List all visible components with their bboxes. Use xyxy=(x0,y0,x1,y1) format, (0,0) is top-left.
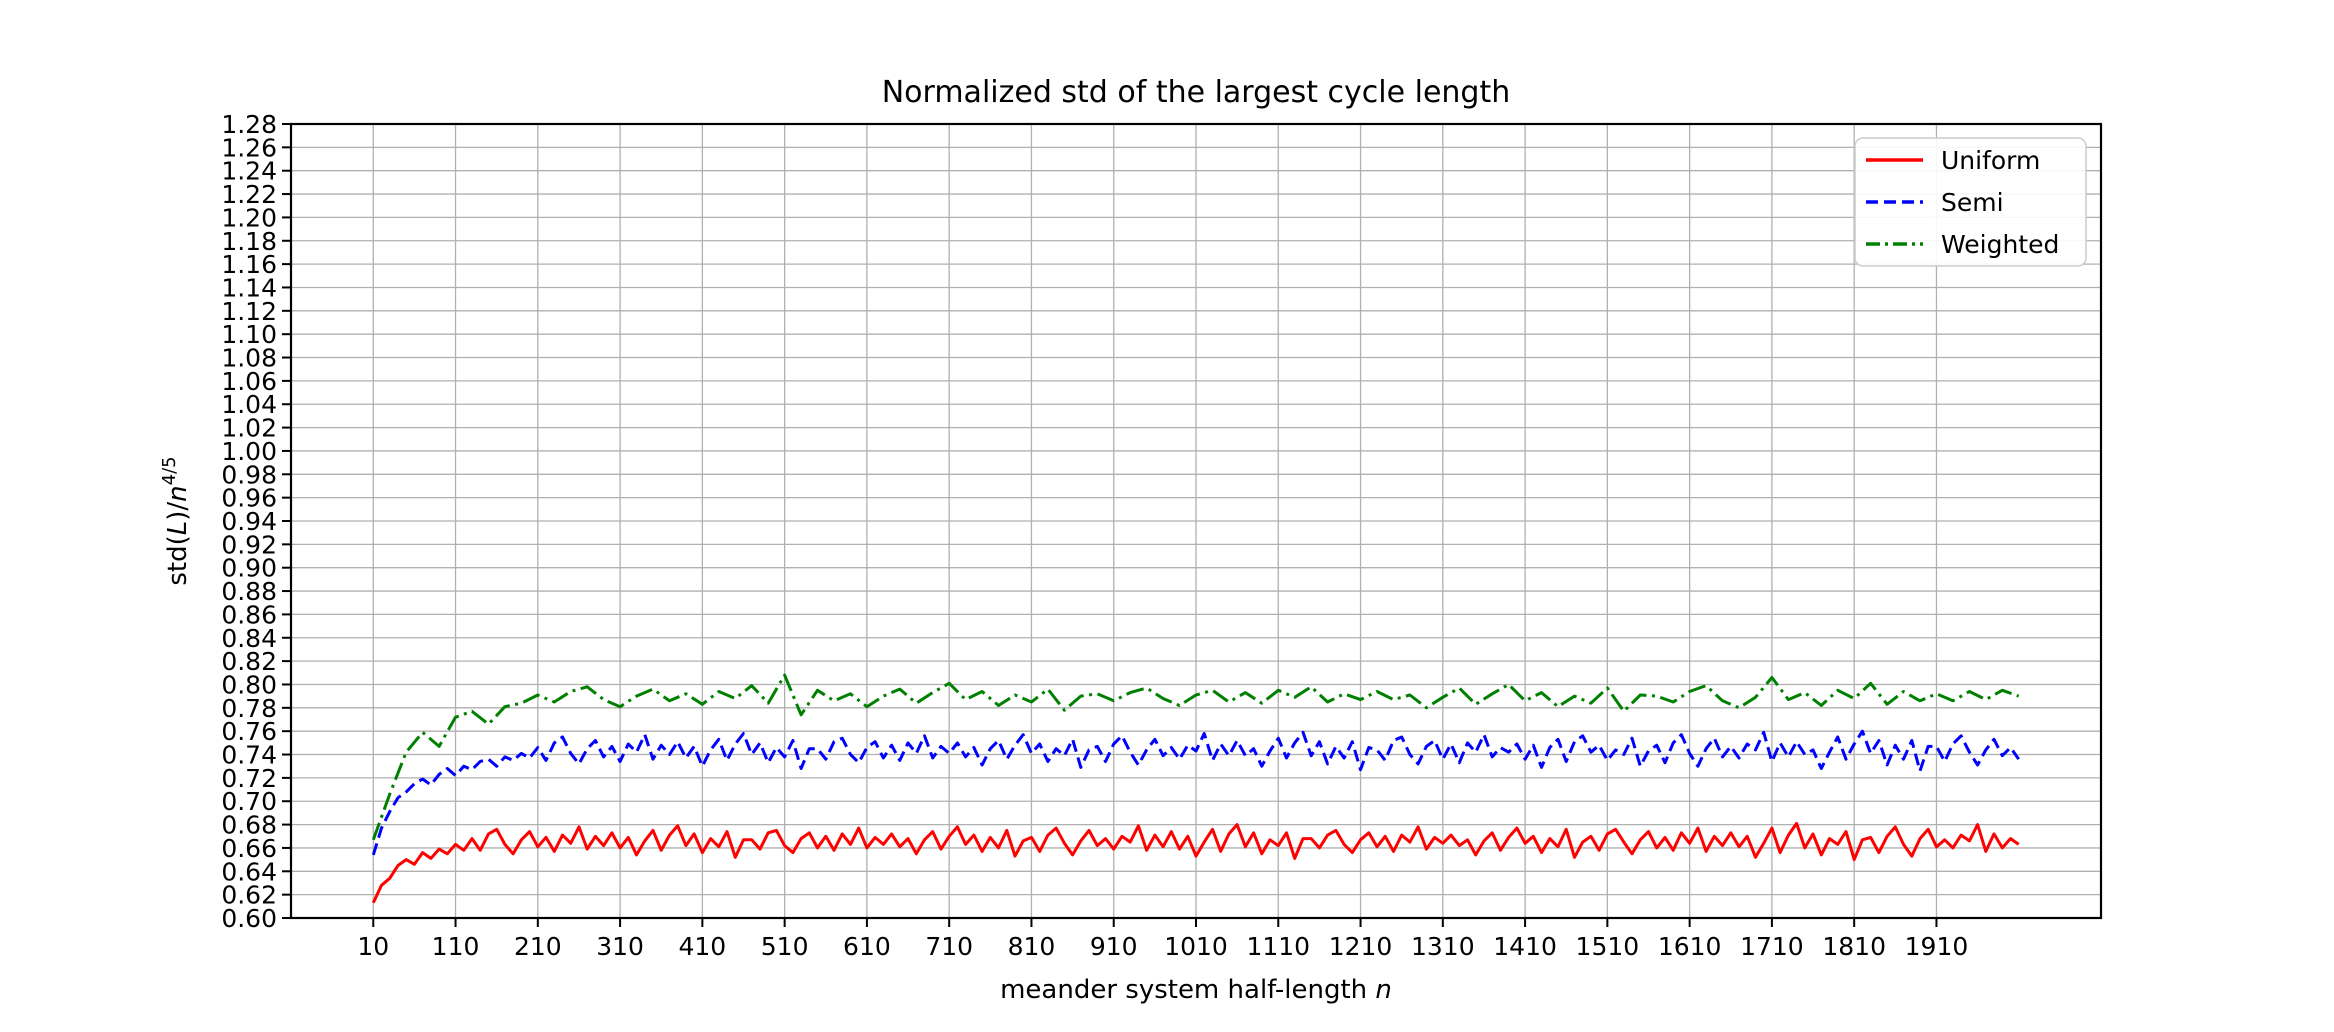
x-tick-label: 510 xyxy=(761,932,809,961)
x-tick-label: 1410 xyxy=(1493,932,1557,961)
x-tick-label: 1810 xyxy=(1822,932,1886,961)
y-tick-label: 1.08 xyxy=(221,344,277,373)
y-tick-label: 1.06 xyxy=(221,367,277,396)
x-tick-label: 910 xyxy=(1090,932,1138,961)
y-tick-label: 0.96 xyxy=(221,484,277,513)
x-tick-label: 610 xyxy=(843,932,891,961)
x-tick-label: 410 xyxy=(679,932,727,961)
y-tick-label: 0.68 xyxy=(221,811,277,840)
series-weighted-line xyxy=(371,673,2020,841)
y-tick-label: 1.26 xyxy=(221,133,277,162)
legend: Uniform Semi Weighted xyxy=(1854,137,2087,267)
y-tick-label: 0.84 xyxy=(221,624,277,653)
x-tick-label: 1510 xyxy=(1576,932,1640,961)
y-tick-label: 0.66 xyxy=(221,834,277,863)
y-tick-label: 1.16 xyxy=(221,250,277,279)
y-tick-label: 0.74 xyxy=(221,741,277,770)
y-tick-label: 1.28 xyxy=(221,110,277,139)
axis-ticks xyxy=(282,123,1938,927)
x-tick-label: 310 xyxy=(596,932,644,961)
x-tick-label: 10 xyxy=(357,932,389,961)
y-tick-label: 0.78 xyxy=(221,694,277,723)
y-tick-label: 0.90 xyxy=(221,554,277,583)
x-tick-label: 1210 xyxy=(1329,932,1393,961)
y-tick-label: 0.80 xyxy=(221,670,277,699)
x-axis-label: meander system half-length n xyxy=(1000,975,1392,1005)
y-tick-label: 0.92 xyxy=(221,530,277,559)
y-tick-label: 1.20 xyxy=(221,203,277,232)
legend-label-weighted: Weighted xyxy=(1941,230,2059,259)
x-tick-label: 1310 xyxy=(1411,932,1475,961)
y-tick-label: 0.98 xyxy=(221,460,277,489)
y-tick-label: 0.76 xyxy=(221,717,277,746)
legend-box xyxy=(1854,137,2087,267)
chart-title: Normalized std of the largest cycle leng… xyxy=(882,75,1511,110)
y-tick-label: 1.14 xyxy=(221,273,277,302)
x-tick-label: 1010 xyxy=(1164,932,1228,961)
y-tick-label: 1.00 xyxy=(221,437,277,466)
y-tick-label: 0.64 xyxy=(221,857,277,886)
x-tick-label: 710 xyxy=(925,932,973,961)
x-tick-label: 110 xyxy=(432,932,480,961)
y-tick-label: 0.70 xyxy=(221,787,277,816)
y-tick-label: 0.82 xyxy=(221,647,277,676)
x-tick-label: 210 xyxy=(514,932,562,961)
series-uniform-line xyxy=(371,821,2020,904)
x-tick-label: 1910 xyxy=(1905,932,1969,961)
y-tick-label: 0.62 xyxy=(221,881,277,910)
x-tick-label: 1710 xyxy=(1740,932,1804,961)
series-semi-line xyxy=(371,729,2020,856)
legend-label-uniform: Uniform xyxy=(1941,146,2040,175)
y-tick-label: 1.10 xyxy=(221,320,277,349)
y-tick-label: 1.18 xyxy=(221,227,277,256)
x-tick-label: 1110 xyxy=(1246,932,1310,961)
y-tick-label: 0.86 xyxy=(221,600,277,629)
legend-label-semi: Semi xyxy=(1941,188,2004,217)
grid-lines xyxy=(291,124,2101,918)
y-axis-label: std(L)/n4/5 xyxy=(159,456,193,585)
x-tick-label: 1610 xyxy=(1658,932,1722,961)
data-series xyxy=(371,673,2020,904)
y-tick-label: 1.04 xyxy=(221,390,277,419)
y-tick-label: 1.02 xyxy=(221,414,277,443)
y-tick-label: 1.24 xyxy=(221,157,277,186)
y-tick-label: 0.94 xyxy=(221,507,277,536)
y-tick-label: 0.88 xyxy=(221,577,277,606)
y-tick-label: 0.72 xyxy=(221,764,277,793)
y-tick-label: 1.22 xyxy=(221,180,277,209)
axis-tick-labels: 10 110 210 310 410 510 610 710 810 910 1010 1110 121… xyxy=(221,110,1968,961)
y-tick-label: 0.60 xyxy=(221,904,277,933)
y-tick-label: 1.12 xyxy=(221,297,277,326)
x-tick-label: 810 xyxy=(1008,932,1056,961)
